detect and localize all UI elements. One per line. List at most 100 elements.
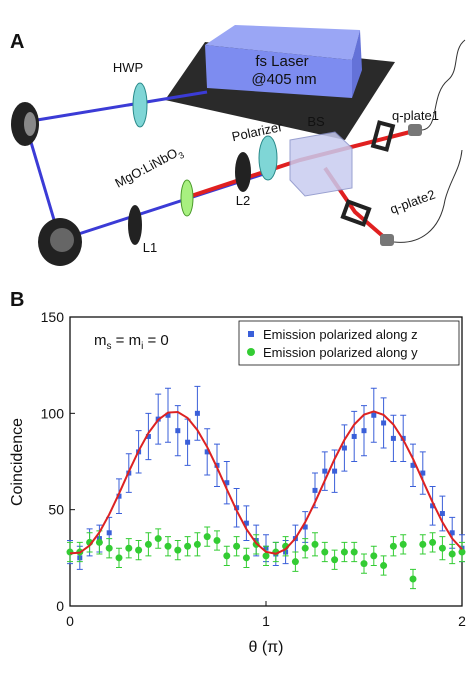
legend-marker (247, 348, 255, 356)
fiber (421, 39, 466, 131)
marker (322, 468, 328, 474)
marker (135, 546, 143, 554)
legend-box (238, 320, 460, 366)
marker (234, 505, 240, 511)
marker (66, 548, 74, 556)
marker (185, 439, 191, 445)
marker (174, 546, 182, 554)
qplate1-label: q-plate1 (392, 108, 439, 123)
marker (360, 560, 368, 568)
marker (262, 552, 270, 560)
fit-line (69, 410, 463, 555)
marker (439, 511, 445, 517)
marker (351, 433, 357, 439)
bs-label: BS (307, 114, 325, 129)
fiber-coupler (380, 234, 394, 246)
marker (154, 535, 162, 543)
marker (409, 575, 417, 583)
annotation-part: = 0 (143, 332, 168, 349)
marker (301, 544, 309, 552)
marker (145, 433, 151, 439)
x-tick-label: 0 (66, 613, 74, 629)
marker (165, 412, 171, 418)
marker (175, 428, 181, 434)
annotation: ms = mi = 0 (94, 332, 169, 352)
mirror-face (50, 228, 74, 252)
q-plate (340, 199, 372, 227)
marker (194, 410, 200, 416)
hwp-label: HWP (113, 60, 143, 75)
marker (193, 540, 201, 548)
laser-label: @405 nm (251, 71, 316, 88)
marker (203, 533, 211, 541)
marker (224, 480, 230, 486)
marker (361, 428, 367, 434)
marker (419, 540, 427, 548)
marker (291, 558, 299, 566)
qplate2-label: q-plate2 (388, 187, 437, 217)
marker (106, 530, 112, 536)
fiber-coupler (408, 124, 422, 136)
marker (381, 420, 387, 426)
lens (235, 152, 251, 192)
marker (420, 470, 426, 476)
marker (340, 548, 348, 556)
legend-marker (248, 331, 254, 337)
y-tick-label: 50 (48, 502, 64, 518)
marker (399, 540, 407, 548)
laser-label: fs Laser (255, 53, 308, 70)
lens (128, 205, 142, 245)
annotation-sub: s (107, 341, 112, 352)
laser-front (205, 45, 352, 98)
panel-label: B (10, 289, 24, 311)
marker (302, 524, 308, 530)
marker (390, 435, 396, 441)
marker (95, 538, 103, 546)
mirror-face (24, 112, 36, 136)
marker (223, 552, 231, 560)
laser-top (205, 25, 360, 60)
marker (371, 412, 377, 418)
marker (243, 520, 249, 526)
crystal-label-text: MgO:LiNbO (112, 145, 180, 190)
polarizer-label: Polarizer (230, 119, 284, 144)
annotation-part: m (94, 332, 107, 349)
marker (410, 462, 416, 468)
marker (116, 493, 122, 499)
marker (458, 548, 466, 556)
polarizer (258, 135, 278, 181)
marker (242, 554, 250, 562)
y-axis-label: Coincidence (9, 418, 26, 506)
marker (213, 536, 221, 544)
marker (341, 445, 347, 451)
q-plate (370, 120, 396, 152)
annotation-part: = m (112, 332, 142, 349)
x-tick-label: 2 (458, 613, 466, 629)
beam-splitter (289, 131, 353, 197)
marker (380, 562, 388, 570)
marker (233, 542, 241, 550)
marker (430, 503, 436, 509)
marker (370, 552, 378, 560)
marker (332, 468, 338, 474)
marker (105, 544, 113, 552)
panel-label: A (10, 31, 24, 53)
pump-beam (23, 90, 271, 242)
legend-label: Emission polarized along y (263, 345, 418, 360)
marker (144, 540, 152, 548)
marker (350, 548, 358, 556)
y-tick-label: 150 (41, 309, 65, 325)
crystal-label: MgO:LiNbO3 (112, 143, 185, 193)
marker (115, 554, 123, 562)
marker (125, 544, 133, 552)
marker (389, 542, 397, 550)
l2-label: L2 (236, 193, 250, 208)
laser-side (352, 30, 362, 98)
hwp (132, 82, 148, 128)
crystal-label-sub: 3 (177, 150, 186, 161)
fiber (393, 149, 463, 243)
marker (448, 550, 456, 558)
marker (312, 487, 318, 493)
legend-label: Emission polarized along z (263, 327, 418, 342)
